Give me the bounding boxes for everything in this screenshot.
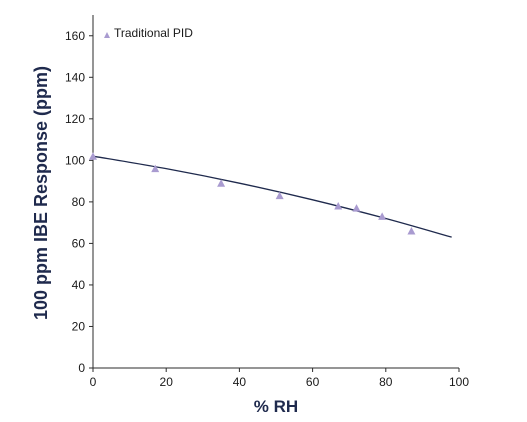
x-ticks: 0 20 40 60 80 100 — [90, 368, 469, 389]
y-tick-label: 100 — [65, 153, 85, 167]
axes — [92, 15, 459, 369]
data-point — [217, 179, 226, 187]
legend: Traditional PID — [104, 26, 193, 40]
y-tick-label: 0 — [78, 361, 85, 375]
data-point — [334, 202, 343, 210]
y-tick-label: 80 — [72, 195, 86, 209]
legend-marker-triangle-icon — [104, 32, 110, 38]
x-tick-label: 20 — [160, 375, 174, 389]
data-point — [378, 212, 387, 220]
data-point — [89, 152, 97, 160]
data-point — [151, 164, 160, 173]
data-point — [275, 191, 284, 200]
x-tick-label: 100 — [449, 375, 469, 389]
y-axis-title: 100 ppm IBE Response (ppm) — [31, 66, 51, 320]
x-axis-title: % RH — [254, 397, 298, 416]
x-tick-label: 80 — [379, 375, 393, 389]
y-tick-label: 120 — [65, 112, 85, 126]
y-tick-label: 140 — [65, 70, 85, 84]
x-tick-label: 40 — [233, 375, 247, 389]
y-ticks: 0 20 40 60 80 100 120 140 160 — [65, 29, 93, 375]
data-point — [352, 204, 361, 212]
x-tick-label: 60 — [306, 375, 320, 389]
y-tick-label: 40 — [72, 278, 86, 292]
y-tick-label: 60 — [72, 236, 86, 250]
y-tick-label: 160 — [65, 29, 85, 43]
x-tick-label: 0 — [90, 375, 97, 389]
legend-label: Traditional PID — [114, 26, 193, 40]
data-points — [89, 152, 416, 235]
data-point — [407, 226, 416, 235]
trendline — [92, 155, 452, 238]
y-tick-label: 20 — [72, 319, 86, 333]
